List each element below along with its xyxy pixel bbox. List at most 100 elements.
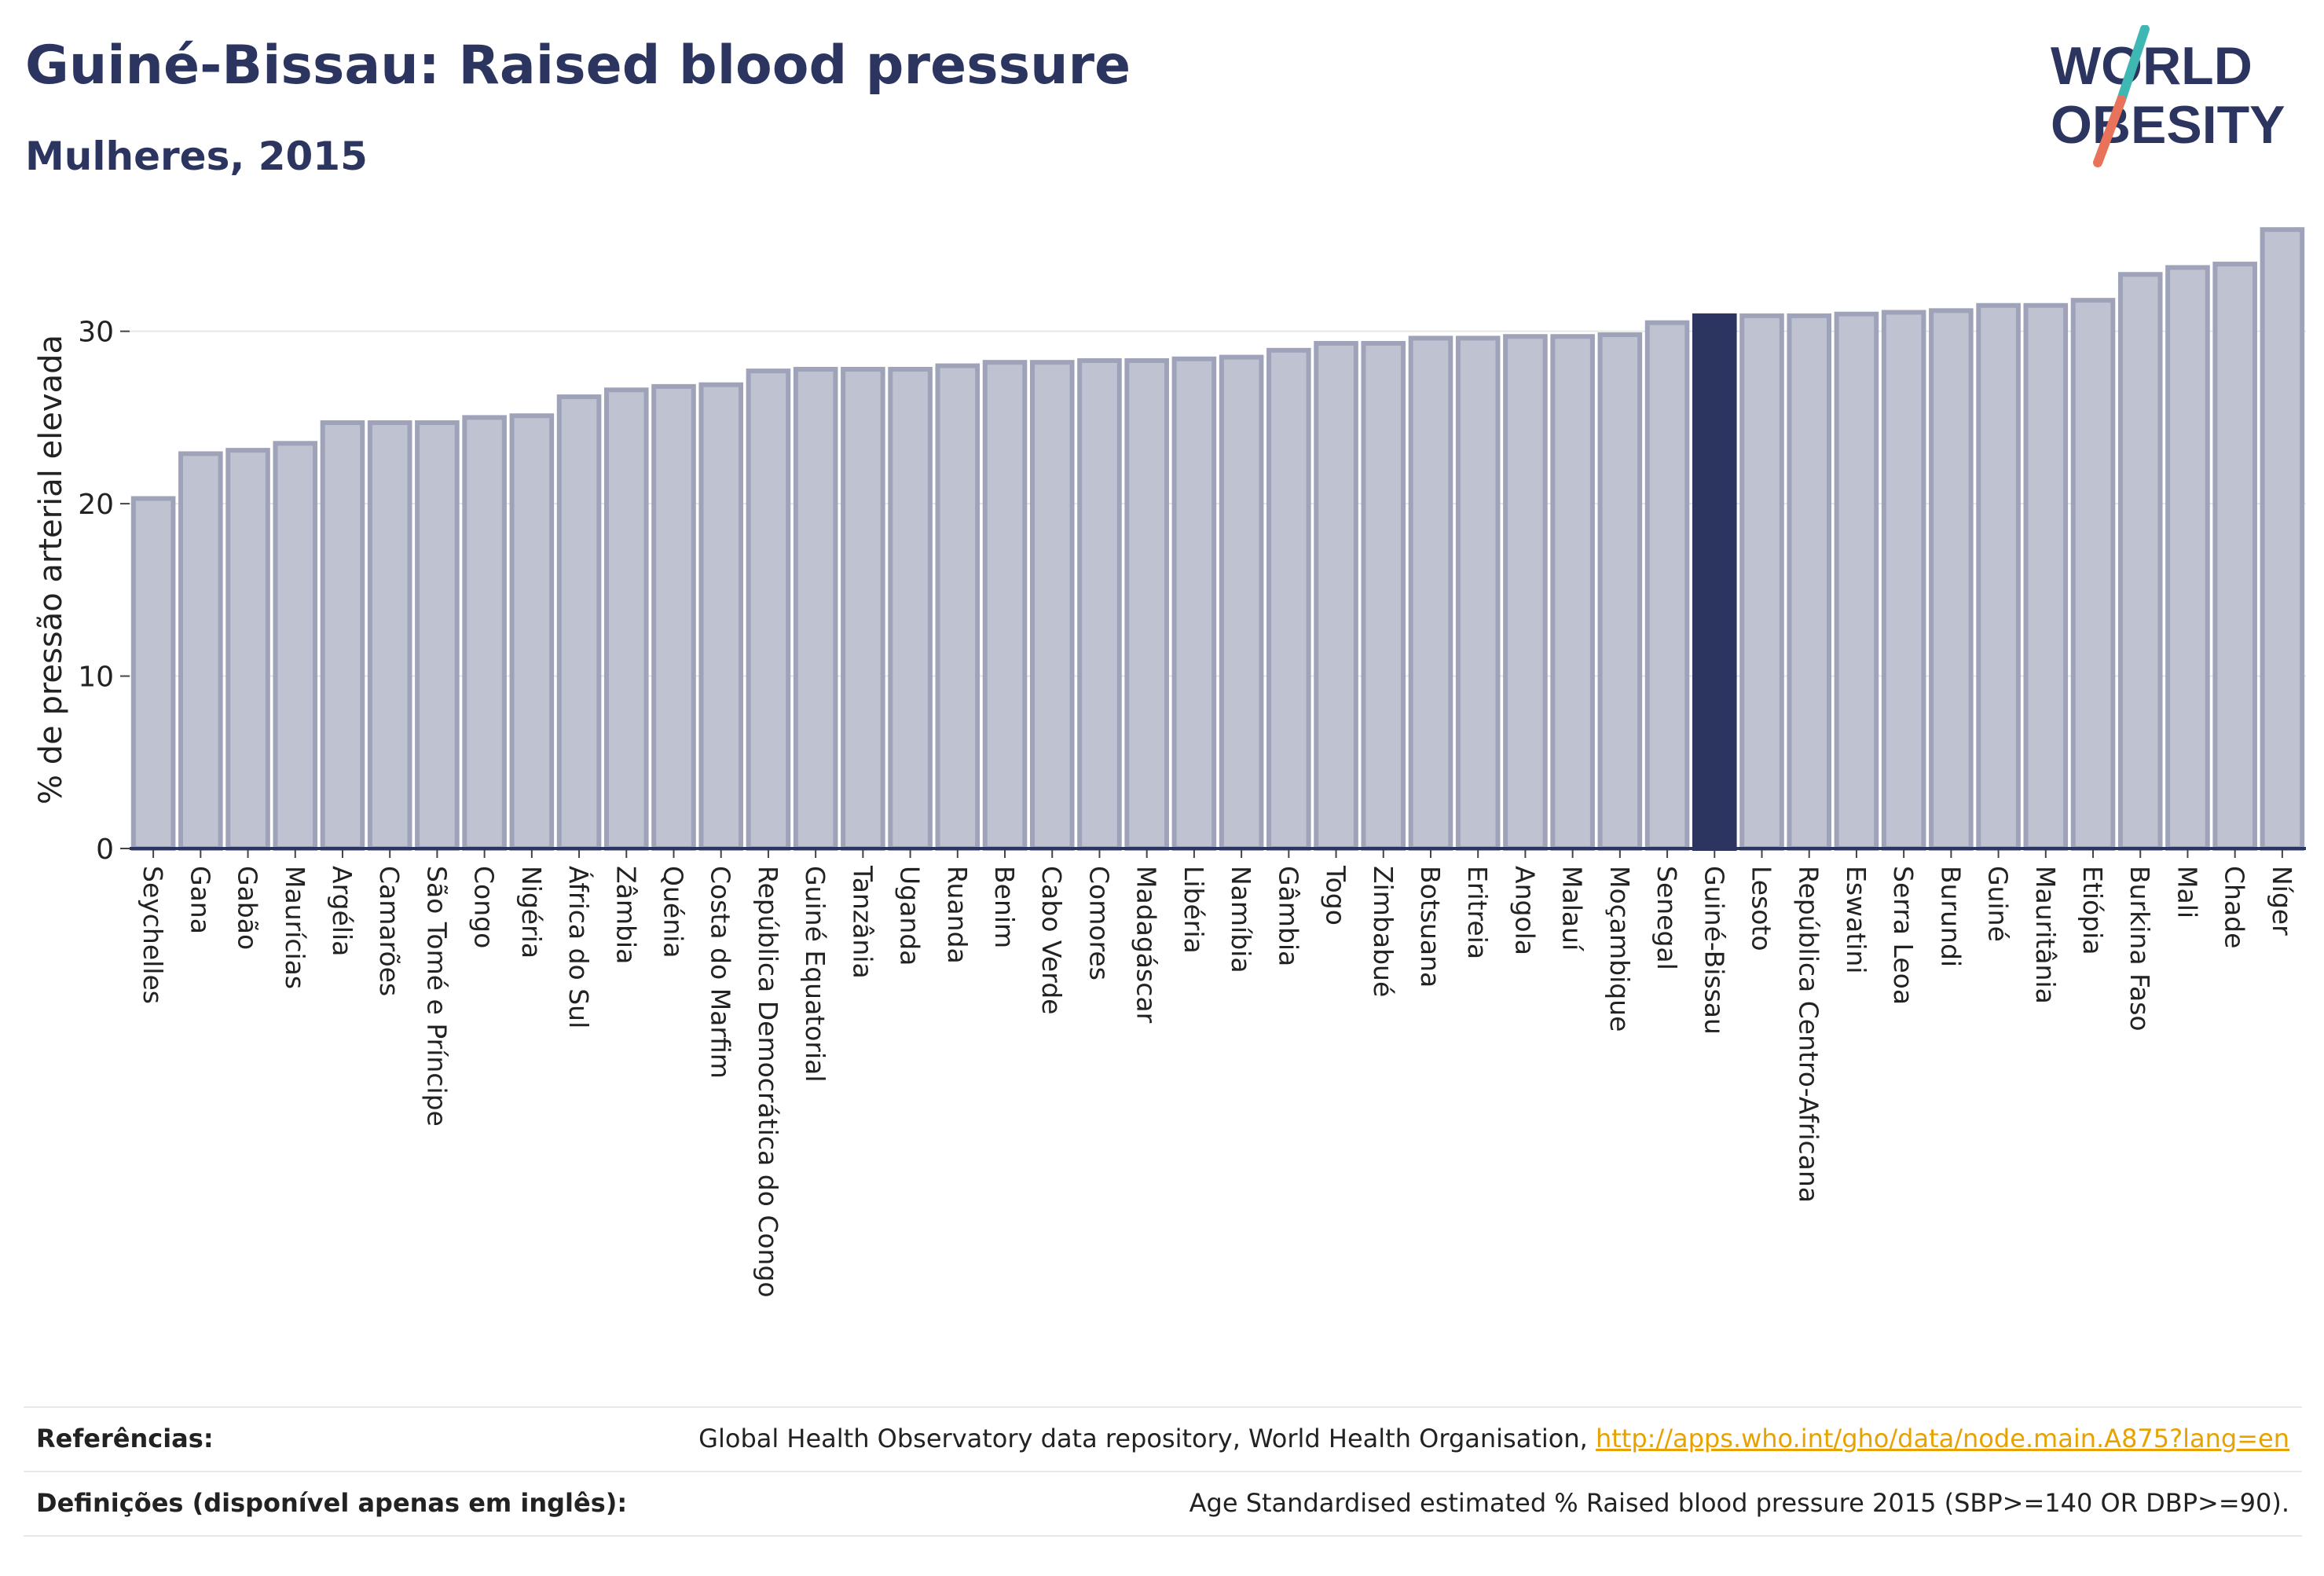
x-tick-label: Moçambique xyxy=(1604,866,1635,1032)
x-tick-label: República Centro-Africana xyxy=(1794,866,1824,1203)
x-tick-label: Camarões xyxy=(374,866,405,996)
references-row: Referências: Global Health Observatory d… xyxy=(24,1406,2302,1469)
x-tick-label: Zâmbia xyxy=(610,866,641,964)
footer-divider xyxy=(24,1535,2302,1537)
x-tick-label: Quénia xyxy=(658,866,689,958)
bar-namíbia xyxy=(1219,354,1264,852)
x-tick-label: Angola xyxy=(1509,866,1540,955)
definitions-text: Age Standardised estimated % Raised bloo… xyxy=(1189,1488,2289,1518)
x-tick-label: Guiné-Bissau xyxy=(1699,866,1729,1035)
chart-subtitle: Mulheres, 2015 xyxy=(25,134,368,179)
x-tick-label: Mauritânia xyxy=(2030,866,2061,1004)
x-tick-label: Lesoto xyxy=(1747,866,1777,951)
bar-libéria xyxy=(1171,356,1217,851)
x-tick-label: Ruanda xyxy=(942,866,973,964)
x-tick-label: Malauí xyxy=(1557,866,1588,952)
x-tick-label: Serra Leoa xyxy=(1888,866,1919,1005)
bar-eritreia xyxy=(1455,335,1501,851)
bar-maurícias xyxy=(273,441,318,851)
y-axis-label: % de pressão arterial elevada xyxy=(33,335,69,804)
x-tick-label: Botsuana xyxy=(1415,866,1446,988)
x-tick-label: República Democrática do Congo xyxy=(753,866,783,1298)
logo-slash-teal xyxy=(2117,25,2150,104)
bar-benim xyxy=(982,360,1028,851)
x-tick-label: Tanzânia xyxy=(847,865,878,979)
x-axis-ticks: Seychelles Gana Gabão Maurícias Argélia Camar… xyxy=(137,848,2297,1298)
logo-line1: WORLD xyxy=(2051,36,2253,96)
x-tick-label: Etiópia xyxy=(2077,866,2108,955)
bar-comores xyxy=(1077,357,1122,851)
references-link[interactable]: http://apps.who.int/gho/data/node.main.A… xyxy=(1595,1424,2289,1453)
bar-serra-leoa xyxy=(1881,310,1926,851)
x-tick-label: África do Sul xyxy=(563,866,595,1028)
bar-zâmbia xyxy=(603,387,649,851)
bar-cabo-verde xyxy=(1029,360,1075,851)
x-tick-label: Burundi xyxy=(1935,866,1966,967)
references-text: Global Health Observatory data repositor… xyxy=(698,1424,1596,1453)
x-tick-label: Eswatini xyxy=(1841,866,1871,973)
bar-são-tomé-e-príncipe xyxy=(415,420,460,851)
x-tick-label: Senegal xyxy=(1651,866,1682,970)
bar-etiópia xyxy=(2070,298,2116,851)
x-tick-label: Libéria xyxy=(1178,866,1209,954)
x-tick-label: Eritreia xyxy=(1462,866,1493,959)
bar-chart: 0 10 20 30 Seychelles Gana Gabão Maurícias Argé… xyxy=(33,227,2306,1298)
x-tick-label: Maurícias xyxy=(280,866,310,989)
bar-burkina-faso xyxy=(2117,272,2163,851)
bar-uganda xyxy=(888,366,933,851)
references-label: Referências: xyxy=(36,1424,214,1453)
definitions-label: Definições (disponível apenas em inglês)… xyxy=(36,1488,628,1518)
bar-malauí xyxy=(1550,334,1595,851)
x-tick-label: Comores xyxy=(1083,866,1114,980)
bar-botsuana xyxy=(1408,335,1453,851)
bar-república-democrática-do-congo xyxy=(746,368,791,851)
y-axis-ticks: 0 10 20 30 xyxy=(78,317,130,866)
logo-slash-coral xyxy=(2093,95,2126,167)
y-tick-label: 30 xyxy=(78,317,114,349)
bar-congo xyxy=(462,415,507,851)
chart-title: Guiné-Bissau: Raised blood pressure xyxy=(25,35,1131,97)
y-tick-label: 10 xyxy=(78,662,114,694)
x-tick-label: Congo xyxy=(469,866,500,948)
y-tick-label: 0 xyxy=(96,834,114,866)
x-tick-label: Madagáscar xyxy=(1131,866,1162,1024)
bar-chade xyxy=(2212,262,2257,852)
bar-níger xyxy=(2260,227,2305,851)
bar-república-centro-africana xyxy=(1787,313,1832,851)
definitions-row: Definições (disponível apenas em inglês)… xyxy=(24,1471,2302,1534)
bar-togo xyxy=(1314,341,1358,851)
bar-senegal xyxy=(1644,320,1690,851)
x-tick-label: Seychelles xyxy=(137,866,168,1004)
bar-gâmbia xyxy=(1266,347,1311,851)
bar-mali xyxy=(2165,265,2210,851)
bar-eswatini xyxy=(1834,311,1879,851)
x-tick-label: Uganda xyxy=(895,866,926,966)
x-tick-label: São Tomé e Príncipe xyxy=(421,866,452,1127)
bar-guiné-equatorial xyxy=(793,366,838,851)
x-tick-label: Mali xyxy=(2172,866,2202,918)
bar-tanzânia xyxy=(841,366,885,851)
x-tick-label: Zimbabué xyxy=(1368,866,1398,997)
x-tick-label: Argélia xyxy=(327,866,357,956)
bar-mauritânia xyxy=(2023,302,2069,851)
x-tick-label: Guiné xyxy=(1983,866,2014,942)
bars xyxy=(130,227,2305,852)
logo-line2: OBESITY xyxy=(2051,95,2286,155)
x-tick-label: Cabo Verde xyxy=(1036,866,1067,1014)
x-tick-label: Burkina Faso xyxy=(2124,866,2155,1032)
bar-nigéria xyxy=(509,413,555,851)
bar-argélia xyxy=(320,420,365,851)
bar-guiné-bissau xyxy=(1692,313,1737,851)
x-tick-label: Chade xyxy=(2220,866,2250,948)
x-tick-label: Guiné Equatorial xyxy=(800,866,830,1083)
x-tick-label: Costa do Marfim xyxy=(706,866,736,1079)
bar-madagáscar xyxy=(1124,357,1169,851)
x-tick-label: Togo xyxy=(1321,865,1351,925)
bar-áfrica-do-sul xyxy=(556,394,602,851)
bar-ruanda xyxy=(935,363,981,851)
bar-guiné xyxy=(1976,302,2021,851)
bar-gabão xyxy=(225,448,270,851)
y-tick-label: 20 xyxy=(78,489,114,521)
x-tick-label: Níger xyxy=(2267,866,2297,936)
bar-angola xyxy=(1503,334,1548,851)
